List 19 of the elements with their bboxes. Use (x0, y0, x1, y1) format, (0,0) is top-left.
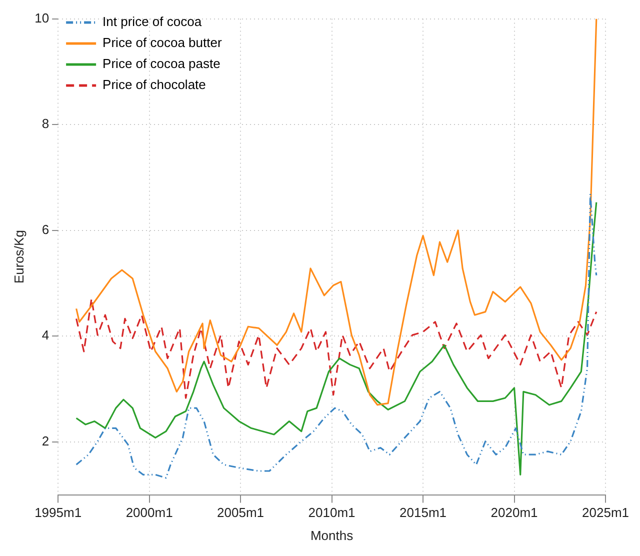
x-tick-label: 2015m1 (400, 505, 447, 520)
legend-label: Price of cocoa paste (102, 56, 220, 72)
line-series (76, 298, 598, 399)
y-tick-label: 6 (42, 222, 50, 237)
y-tick-label: 8 (42, 116, 50, 132)
x-axis-title: Months (310, 528, 354, 543)
legend-label: Int price of cocoa (102, 14, 202, 30)
x-tick-label: 2020m1 (490, 505, 538, 520)
y-axis-title: Euros/Kg (11, 230, 26, 284)
x-tick-label: 2010m1 (308, 505, 356, 520)
y-tick-label: 10 (34, 10, 50, 26)
legend-label: Price of chocolate (102, 77, 206, 92)
y-tick-label: 4 (42, 328, 50, 343)
x-tick-label: 2005m1 (217, 505, 264, 520)
y-tick-label: 2 (42, 433, 50, 448)
legend-label: Price of cocoa butter (102, 35, 222, 50)
x-tick-label: 1995m1 (34, 505, 82, 520)
x-tick-label: 2025m1 (582, 505, 630, 520)
x-tick-label: 2000m1 (126, 505, 173, 520)
